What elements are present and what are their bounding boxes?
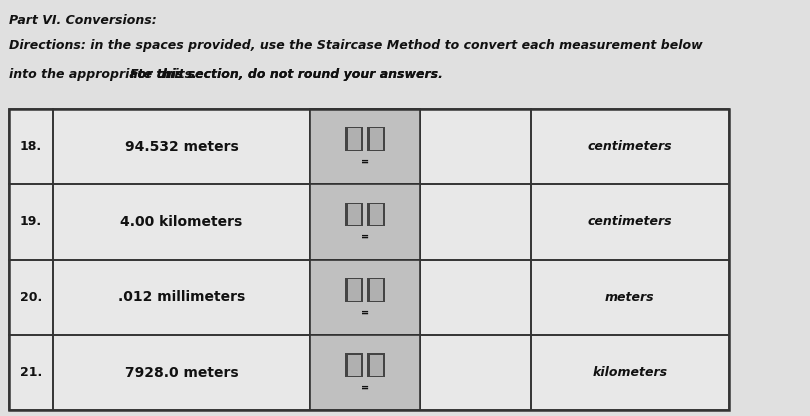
Bar — [9, 109, 53, 184]
Bar — [310, 184, 420, 260]
Bar — [9, 109, 729, 411]
Bar — [310, 335, 420, 411]
Bar — [9, 335, 729, 411]
Bar — [347, 279, 360, 301]
Bar — [53, 335, 310, 411]
Bar — [9, 260, 729, 335]
Text: 21.: 21. — [19, 366, 42, 379]
Bar — [53, 260, 310, 335]
Bar — [310, 260, 420, 335]
Bar — [9, 335, 53, 411]
Bar — [9, 184, 729, 260]
Bar — [420, 260, 531, 335]
Bar — [53, 109, 310, 184]
Bar — [310, 184, 420, 260]
Text: =: = — [361, 307, 369, 317]
Text: centimeters: centimeters — [587, 215, 672, 228]
Bar — [310, 335, 420, 411]
Text: Part VI. Conversions:: Part VI. Conversions: — [9, 14, 156, 27]
Text: 19.: 19. — [19, 215, 42, 228]
Text: For this section, do not round your answers.: For this section, do not round your answ… — [130, 67, 443, 81]
Bar — [347, 354, 360, 376]
Bar — [345, 127, 363, 151]
Bar — [531, 335, 729, 411]
Text: =: = — [361, 232, 369, 242]
Bar — [369, 354, 383, 376]
Text: 20.: 20. — [19, 291, 42, 304]
Bar — [345, 353, 363, 377]
Bar — [310, 109, 420, 184]
Bar — [369, 204, 383, 225]
Bar — [531, 184, 729, 260]
Bar — [420, 184, 531, 260]
Bar — [9, 260, 53, 335]
Bar — [531, 260, 729, 335]
Text: 7928.0 meters: 7928.0 meters — [125, 366, 238, 380]
Bar — [420, 335, 531, 411]
Text: =: = — [361, 383, 369, 393]
Text: meters: meters — [605, 291, 654, 304]
Bar — [347, 204, 360, 225]
Text: 18.: 18. — [19, 140, 42, 153]
Text: centimeters: centimeters — [587, 140, 672, 153]
Bar — [53, 184, 310, 260]
Bar — [347, 129, 360, 150]
Bar — [531, 109, 729, 184]
Bar — [368, 278, 385, 302]
Text: into the appropriate units.: into the appropriate units. — [9, 67, 201, 81]
Text: 4.00 kilometers: 4.00 kilometers — [121, 215, 243, 229]
Bar — [420, 109, 531, 184]
Text: kilometers: kilometers — [592, 366, 667, 379]
Text: .012 millimeters: .012 millimeters — [118, 290, 245, 305]
Bar — [368, 203, 385, 226]
Bar — [9, 109, 729, 184]
Bar — [369, 279, 383, 301]
Bar — [368, 127, 385, 151]
Bar — [368, 353, 385, 377]
Text: For this section, do not round your answers.: For this section, do not round your answ… — [130, 67, 443, 81]
Bar — [9, 184, 53, 260]
Bar — [369, 129, 383, 150]
Bar — [345, 278, 363, 302]
Text: Directions: in the spaces provided, use the Staircase Method to convert each mea: Directions: in the spaces provided, use … — [9, 39, 702, 52]
Bar — [310, 109, 420, 184]
Bar — [310, 260, 420, 335]
Text: 94.532 meters: 94.532 meters — [125, 139, 238, 154]
Bar — [345, 203, 363, 226]
Text: =: = — [361, 156, 369, 166]
